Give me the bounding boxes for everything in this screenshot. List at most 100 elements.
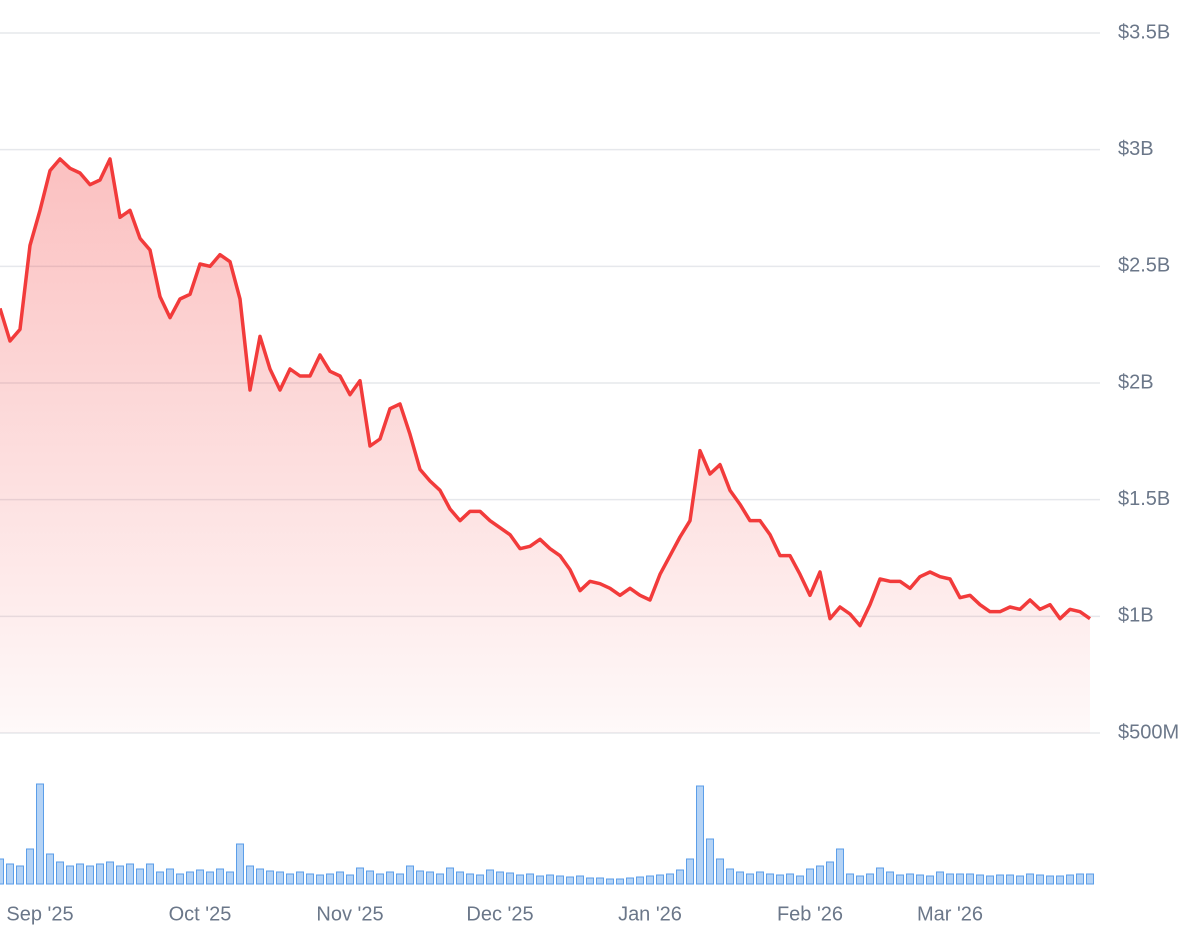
volume-bar [326, 873, 334, 885]
volume-bar [806, 868, 814, 885]
volume-bar [436, 873, 444, 885]
volume-bar [666, 873, 674, 885]
volume-bar [416, 870, 424, 885]
volume-bar [346, 874, 354, 885]
volume-bar [846, 873, 854, 885]
volume-bar [766, 873, 774, 885]
volume-bar [876, 867, 884, 885]
volume-bar [206, 871, 214, 885]
volume-bar [136, 868, 144, 885]
volume-bar [626, 877, 634, 885]
volume-bar [1026, 873, 1034, 885]
volume-bar [606, 878, 614, 885]
volume-bar [46, 853, 54, 885]
volume-bar [16, 865, 24, 885]
volume-bar [476, 874, 484, 885]
volume-bar [36, 783, 44, 885]
volume-bar [556, 875, 564, 885]
volume-bar [516, 874, 524, 885]
volume-bar [576, 875, 584, 885]
volume-bar [386, 871, 394, 885]
volume-bar [856, 875, 864, 885]
x-tick-label: Nov '25 [316, 903, 383, 925]
y-tick-label: $2B [1118, 371, 1154, 393]
volume-bar [356, 867, 364, 885]
y-tick-label: $2.5B [1118, 255, 1170, 277]
y-tick-label: $3.5B [1118, 21, 1170, 43]
x-tick-label: Jan '26 [618, 903, 682, 925]
volume-bar [456, 871, 464, 885]
volume-bar [526, 873, 534, 885]
volume-bar [1056, 875, 1064, 885]
volume-bar [1006, 874, 1014, 885]
volume-bar [996, 874, 1004, 885]
volume-bar [6, 863, 14, 885]
volume-bar [466, 873, 474, 885]
x-tick-label: Feb '26 [777, 903, 843, 925]
x-tick-label: Oct '25 [169, 903, 232, 925]
volume-bar [986, 875, 994, 885]
volume-bar [906, 873, 914, 885]
area [0, 159, 1090, 733]
volume-bar [646, 875, 654, 885]
volume-bar [706, 838, 714, 885]
volume-bar [896, 874, 904, 885]
volume-bar [506, 872, 514, 885]
volume-bar [56, 861, 64, 885]
volume-bar [86, 865, 94, 885]
volume-bar [966, 873, 974, 885]
volume-bar [76, 863, 84, 885]
volume-bar [0, 858, 4, 885]
volume-bar [296, 871, 304, 885]
volume-bar [316, 874, 324, 885]
volume-bar [926, 875, 934, 885]
x-tick-label: Mar '26 [917, 903, 983, 925]
volume-bar [826, 861, 834, 885]
volume-bar [426, 871, 434, 885]
volume-bar [66, 865, 74, 885]
volume-bar [546, 874, 554, 885]
volume-bar [146, 863, 154, 885]
line [0, 157, 1092, 628]
volume-bar [156, 871, 164, 885]
volume-bar [236, 843, 244, 885]
volume-bar [116, 865, 124, 885]
volume-bar [186, 871, 194, 885]
volume-bar [746, 873, 754, 885]
volume-bar [716, 858, 724, 885]
volume-bar [406, 865, 414, 885]
volume-bar [786, 873, 794, 885]
volume-bar [226, 871, 234, 885]
volume-bar [216, 868, 224, 885]
volume-bar [96, 863, 104, 885]
volume-bar [776, 874, 784, 885]
volume-bar [956, 873, 964, 885]
volume-bar [366, 870, 374, 885]
volume-bar [1046, 875, 1054, 885]
volume-bar [976, 874, 984, 885]
y-tick-label: $1.5B [1118, 488, 1170, 510]
volume-bar [736, 871, 744, 885]
volume-bar [686, 858, 694, 885]
volume-bar [816, 865, 824, 885]
volume-bar [886, 871, 894, 885]
y-tick-label: $500M [1118, 721, 1179, 743]
volume-bar [166, 868, 174, 885]
volume-bar [866, 873, 874, 885]
volume-bar [126, 863, 134, 885]
volume-bar [676, 869, 684, 885]
volume-bar [396, 873, 404, 885]
y-tick-label: $1B [1118, 605, 1154, 627]
volume-bar [1016, 875, 1024, 885]
volume-bar [376, 873, 384, 885]
volume-bar [656, 874, 664, 885]
volume-bar [936, 871, 944, 885]
volume-bar [596, 877, 604, 885]
volume-bar [306, 873, 314, 885]
volume-bar [756, 871, 764, 885]
volume-bar [946, 873, 954, 885]
volume-bar [636, 876, 644, 885]
volume-bar [616, 878, 624, 885]
